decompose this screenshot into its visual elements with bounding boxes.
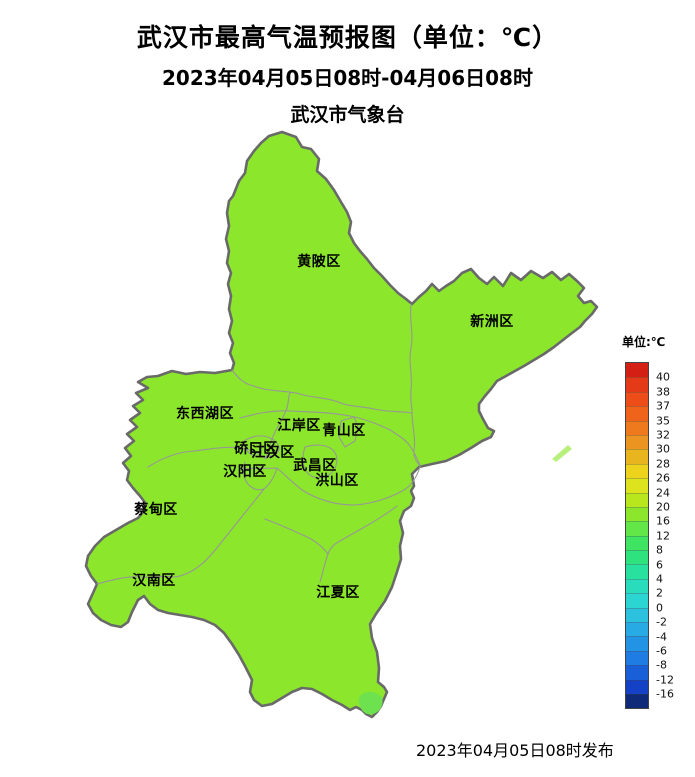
legend-tick-label: -6 bbox=[656, 644, 667, 658]
legend-color-segment bbox=[626, 506, 648, 522]
legend-title: 单位:℃ bbox=[622, 335, 666, 349]
legend-tick-label: 30 bbox=[656, 442, 670, 456]
legend-tick-label: -4 bbox=[656, 630, 667, 644]
legend-color-segment bbox=[626, 420, 648, 435]
legend-color-segment bbox=[626, 693, 648, 709]
legend-color-segment bbox=[626, 622, 648, 637]
legend-color-segment bbox=[626, 679, 648, 694]
legend-color-segment bbox=[626, 550, 648, 565]
district-label: 江汉区 bbox=[251, 445, 295, 461]
temperature-patch-south bbox=[358, 691, 383, 715]
legend-color-segment bbox=[626, 492, 648, 507]
legend-tick-label: 20 bbox=[656, 500, 670, 514]
legend-colorbar bbox=[625, 362, 649, 710]
legend-color-segment bbox=[626, 578, 648, 594]
district-label: 新洲区 bbox=[470, 314, 514, 330]
legend-tick-label: -16 bbox=[656, 687, 674, 701]
legend-tick-label: 0 bbox=[656, 601, 663, 615]
district-label: 东西湖区 bbox=[176, 406, 234, 422]
legend-color-segment bbox=[626, 363, 648, 378]
district-label: 硚口区 bbox=[234, 441, 278, 457]
legend-color-segment bbox=[626, 377, 648, 392]
city-boundary-path bbox=[84, 130, 599, 719]
legend-tick-label: 12 bbox=[656, 529, 670, 543]
legend-tick-label: -2 bbox=[656, 615, 667, 629]
temperature-patch-xinzhou bbox=[552, 445, 572, 462]
legend-tick-label: 38 bbox=[656, 385, 670, 399]
legend-color-segment bbox=[626, 650, 648, 666]
legend-color-segment bbox=[626, 391, 648, 407]
legend-color-segment bbox=[626, 636, 648, 651]
legend-color-segment bbox=[626, 521, 648, 536]
legend-tick-label: 37 bbox=[656, 399, 670, 413]
legend-tick-label: 16 bbox=[656, 514, 670, 528]
legend-tick-label: 4 bbox=[656, 572, 663, 586]
legend-tick-label: 6 bbox=[656, 558, 663, 572]
forecast-period: 2023年04月05日08时-04月06日08时 bbox=[162, 66, 533, 90]
legend-color-segment bbox=[626, 564, 648, 579]
legend-color-segment bbox=[626, 463, 648, 479]
legend-tick-label: 8 bbox=[656, 543, 663, 557]
legend-color-segment bbox=[626, 478, 648, 493]
issue-time: 2023年04月05日08时发布 bbox=[416, 741, 614, 760]
legend-color-segment bbox=[626, 665, 648, 680]
legend-tick-label: 24 bbox=[656, 486, 670, 500]
district-label: 洪山区 bbox=[315, 473, 359, 489]
legend-tick-label: 26 bbox=[656, 471, 670, 485]
temperature-legend: 单位:℃ 40 38 37 35 32 30 28 26 24 20 16 12 8 6 4 2 0 -2 -4 -6… bbox=[618, 333, 694, 723]
legend-tick-label: 40 bbox=[656, 370, 670, 384]
legend-color-segment bbox=[626, 434, 648, 450]
legend-color-segment bbox=[626, 607, 648, 623]
legend-tick-label: 28 bbox=[656, 457, 670, 471]
legend-tick-label: 32 bbox=[656, 428, 670, 442]
district-label: 汉南区 bbox=[132, 573, 176, 589]
district-label: 武昌区 bbox=[293, 458, 337, 474]
legend-color-segment bbox=[626, 449, 648, 464]
legend-color-segment bbox=[626, 535, 648, 551]
legend-tick-label: -12 bbox=[656, 673, 674, 687]
district-boundary-lines bbox=[96, 303, 421, 585]
legend-tick-label: 35 bbox=[656, 414, 670, 428]
district-label: 黄陂区 bbox=[297, 254, 341, 270]
district-label: 汉阳区 bbox=[223, 464, 267, 480]
legend-tick-label: -8 bbox=[656, 658, 667, 672]
district-label: 江岸区 bbox=[277, 418, 321, 434]
legend-tick-label: 2 bbox=[656, 586, 663, 600]
issuing-agency: 武汉市气象台 bbox=[290, 104, 405, 126]
district-label: 青山区 bbox=[322, 423, 366, 439]
legend-color-segment bbox=[626, 593, 648, 608]
district-label: 蔡甸区 bbox=[134, 502, 178, 518]
legend-color-segment bbox=[626, 406, 648, 421]
page-title: 武汉市最高气温预报图（单位：℃） bbox=[136, 23, 559, 52]
district-label: 江夏区 bbox=[316, 585, 360, 601]
